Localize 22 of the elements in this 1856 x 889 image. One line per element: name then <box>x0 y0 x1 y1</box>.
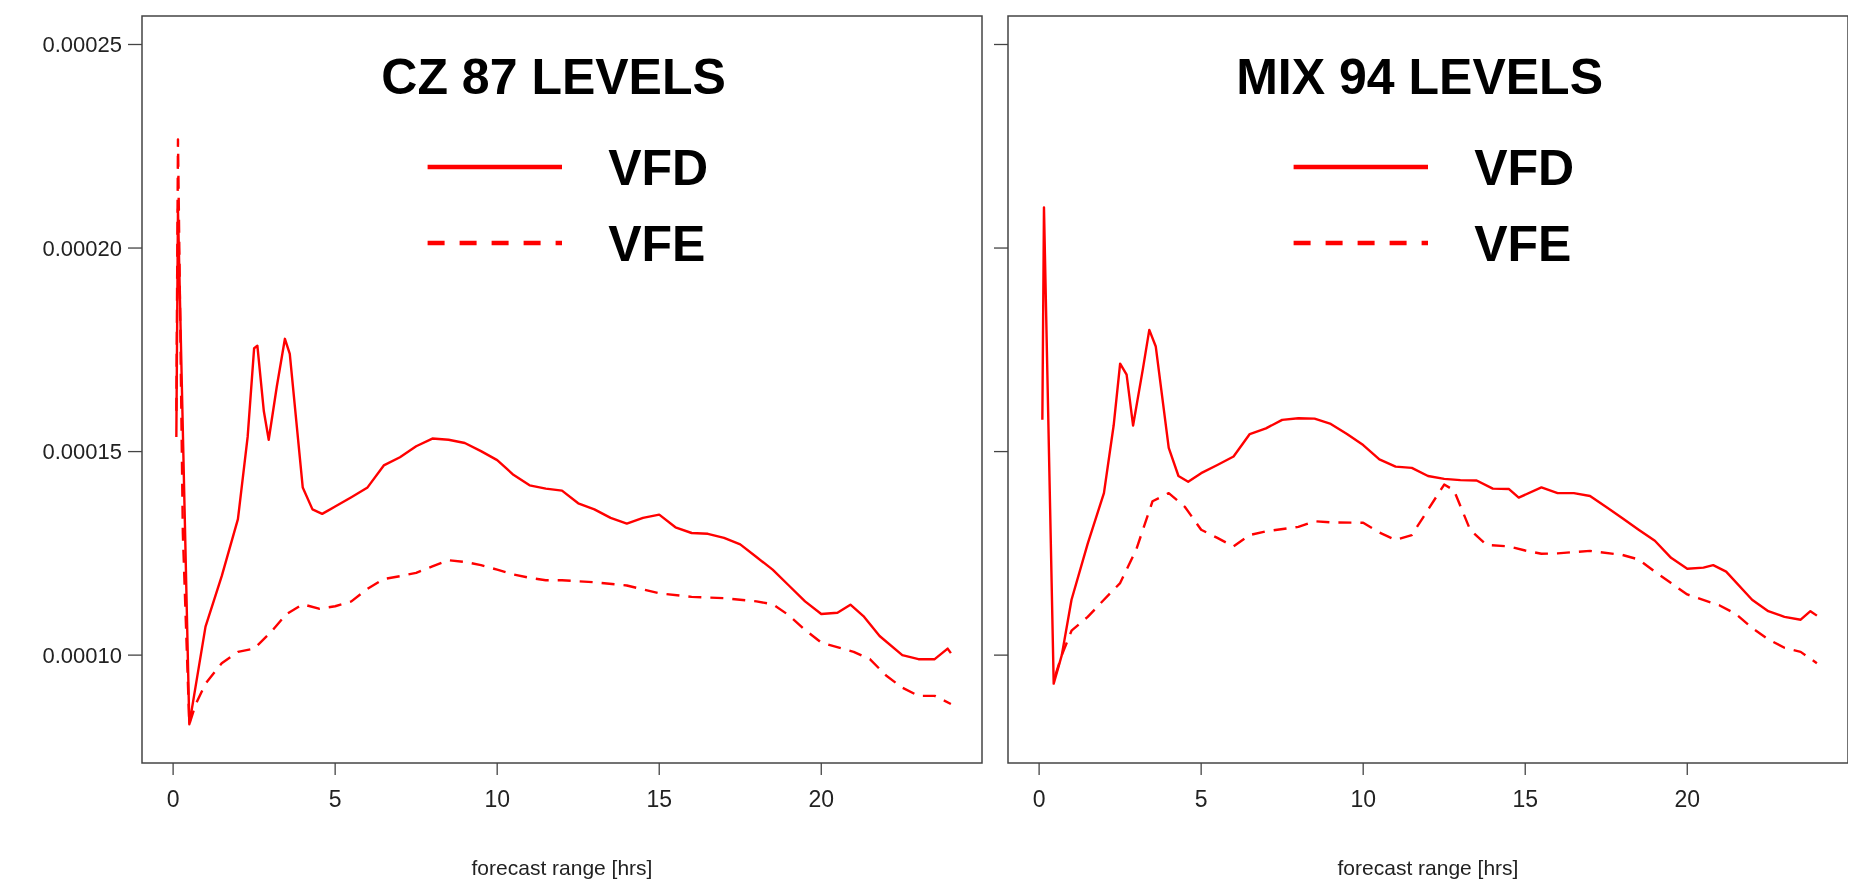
x-axis-title: forecast range [hrs] <box>1337 856 1519 879</box>
y-tick-label: 0.00025 <box>42 32 122 58</box>
y-tick-label: 0.00015 <box>42 439 122 465</box>
legend-label: VFD <box>1474 140 1575 196</box>
x-tick-label: 5 <box>1194 786 1208 812</box>
x-tick-label: 10 <box>1350 786 1376 812</box>
x-tick-label: 5 <box>328 786 342 812</box>
x-tick-label: 15 <box>1512 786 1539 812</box>
x-axis-title: forecast range [hrs] <box>471 856 653 879</box>
legend-title: MIX 94 LEVELS <box>1236 49 1603 105</box>
x-tick-label: 10 <box>484 786 510 812</box>
x-tick-label: 20 <box>808 786 835 812</box>
x-tick-label: 20 <box>1674 786 1701 812</box>
legend-label: VFD <box>608 140 709 196</box>
x-tick-label: 0 <box>166 786 180 812</box>
legend-label: VFE <box>608 216 706 272</box>
x-tick-label: 15 <box>646 786 673 812</box>
legend-title: CZ 87 LEVELS <box>381 49 726 105</box>
legend-label: VFE <box>1474 216 1572 272</box>
x-tick-label: 0 <box>1032 786 1046 812</box>
y-tick-label: 0.00020 <box>42 235 122 261</box>
y-tick-label: 0.00010 <box>42 642 122 668</box>
